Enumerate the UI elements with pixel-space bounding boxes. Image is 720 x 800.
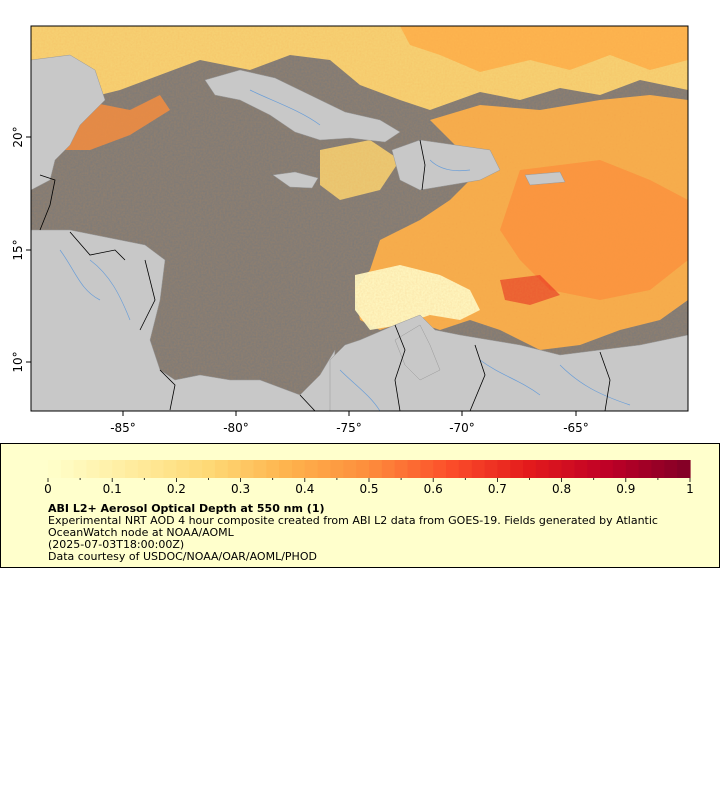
colorbar-swatch: [561, 460, 576, 478]
rivers: [59, 89, 631, 411]
colorbar-tick-label: 0.1: [103, 482, 122, 496]
colorbar-swatch: [548, 460, 563, 478]
colorbar-swatch: [356, 460, 370, 478]
colorbar-swatch: [240, 460, 255, 478]
colorbar-ticks: 0 0.1 0.2 0.3 0.4 0.5 0.6 0.7 0.8 0.9 1: [44, 478, 694, 496]
colorbar-swatch: [407, 460, 421, 478]
colorbar-swatch: [420, 460, 434, 478]
colorbar-swatch: [574, 460, 588, 478]
colorbar-swatches: [48, 460, 691, 478]
colorbar-swatch: [446, 460, 460, 478]
colorbar-swatch: [137, 460, 152, 478]
colorbar-swatch: [60, 460, 75, 478]
colorbar-swatch: [600, 460, 614, 478]
colorbar-swatch: [304, 460, 319, 478]
colorbar-swatch: [330, 460, 344, 478]
lon-tick-label: -80°: [223, 421, 249, 435]
land-jamaica: [272, 171, 319, 189]
colorbar-swatch: [202, 460, 216, 478]
colorbar-swatch: [317, 460, 332, 478]
aod-map: -85° -80° -75° -70° -65° 20° 15° 10°: [11, 25, 689, 435]
colorbar-swatch: [612, 460, 627, 478]
colorbar-tick-label: 1: [686, 482, 694, 496]
lat-ticks: [26, 136, 31, 363]
colorbar-tick-label: 0.8: [552, 482, 571, 496]
colorbar-swatch: [664, 460, 678, 478]
lat-tick-label: 15°: [11, 239, 25, 260]
colorbar-swatch: [625, 460, 640, 478]
colorbar-swatch: [471, 460, 486, 478]
colorbar-tick-label: 0.4: [295, 482, 314, 496]
land-cuba: [204, 69, 401, 143]
lon-tick-label: -70°: [449, 421, 475, 435]
legend-description-line: Experimental NRT AOD 4 hour composite cr…: [48, 514, 658, 527]
colorbar-swatch: [394, 460, 409, 478]
legend-panel: 0 0.1 0.2 0.3 0.4 0.5 0.6 0.7 0.8 0.9 1 ABI L2+ Ae…: [0, 443, 720, 568]
legend-timestamp: (2025-07-03T18:00:00Z): [48, 538, 185, 551]
legend-description-line: OceanWatch node at NOAA/AOML: [48, 526, 234, 539]
colorbar-swatch: [176, 460, 190, 478]
colorbar-swatch: [523, 460, 537, 478]
colorbar-tick-label: 0.6: [424, 482, 443, 496]
colorbar-swatch: [343, 460, 357, 478]
lon-tick-label: -65°: [563, 421, 589, 435]
colorbar-tick-label: 0.3: [231, 482, 250, 496]
land-puerto-rico: [524, 171, 566, 186]
colorbar-swatch: [433, 460, 447, 478]
land-yucatan: [31, 54, 106, 191]
colorbar-swatch: [369, 460, 383, 478]
colorbar-swatch: [112, 460, 126, 478]
map-frame: [30, 25, 689, 412]
land-masses: [31, 54, 688, 411]
colorbar-swatch: [150, 460, 165, 478]
land-hispaniola: [391, 139, 501, 191]
land-maracaibo-region: [394, 324, 441, 381]
colorbar-swatch: [535, 460, 550, 478]
colorbar: 0 0.1 0.2 0.3 0.4 0.5 0.6 0.7 0.8 0.9 1: [44, 460, 694, 496]
colorbar-swatch: [484, 460, 498, 478]
lat-tick-label: 20°: [11, 126, 25, 147]
colorbar-swatch: [510, 460, 524, 478]
colorbar-tick-label: 0.7: [488, 482, 507, 496]
colorbar-swatch: [253, 460, 267, 478]
colorbar-tick-label: 0.9: [616, 482, 635, 496]
colorbar-swatch: [125, 460, 139, 478]
colorbar-swatch: [227, 460, 242, 478]
colorbar-swatch: [189, 460, 203, 478]
lat-tick-label: 10°: [11, 351, 25, 372]
lon-tick-label: -75°: [336, 421, 362, 435]
colorbar-swatch: [279, 460, 293, 478]
colorbar-swatch: [291, 460, 306, 478]
colorbar-swatch: [677, 460, 691, 478]
colorbar-swatch: [73, 460, 88, 478]
colorbar-swatch: [381, 460, 396, 478]
colorbar-swatch: [458, 460, 473, 478]
colorbar-swatch: [86, 460, 100, 478]
legend-title: ABI L2+ Aerosol Optical Depth at 550 nm …: [48, 502, 325, 515]
lon-ticks: [122, 411, 577, 416]
colorbar-tick-label: 0.5: [359, 482, 378, 496]
colorbar-swatch: [163, 460, 177, 478]
colorbar-swatch: [266, 460, 280, 478]
colorbar-tick-label: 0: [44, 482, 52, 496]
lon-tick-label: -85°: [110, 421, 136, 435]
colorbar-swatch: [48, 460, 62, 478]
legend-credit: Data courtesy of USDOC/NOAA/OAR/AOML/PHO…: [48, 550, 317, 563]
colorbar-swatch: [497, 460, 511, 478]
colorbar-tick-label: 0.2: [167, 482, 186, 496]
colorbar-swatch: [99, 460, 113, 478]
colorbar-swatch: [638, 460, 653, 478]
colorbar-swatch: [214, 460, 229, 478]
colorbar-swatch: [651, 460, 665, 478]
colorbar-swatch: [587, 460, 601, 478]
country-borders: [39, 139, 611, 411]
